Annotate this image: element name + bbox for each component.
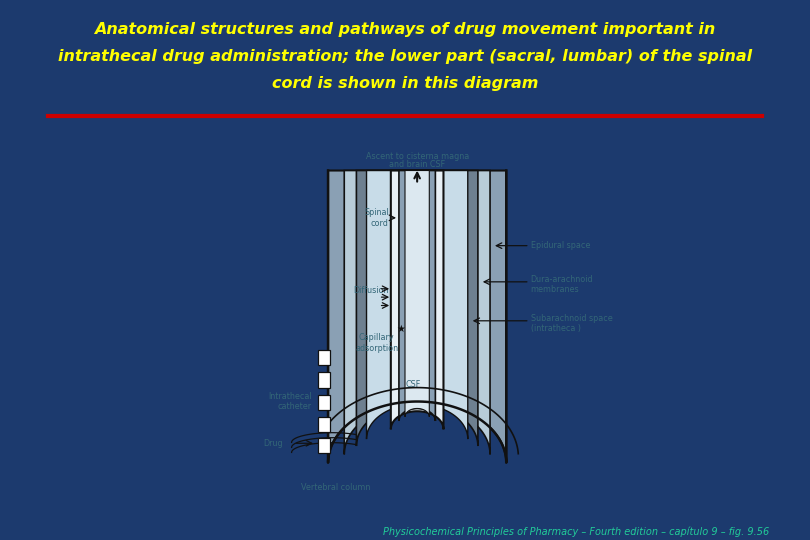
Text: Spinal
cord: Spinal cord — [364, 208, 389, 227]
Text: Capillary
adsorption: Capillary adsorption — [355, 333, 399, 353]
Text: Dura-arachnoid
membranes: Dura-arachnoid membranes — [531, 275, 593, 294]
Text: Vertebral column: Vertebral column — [301, 483, 371, 492]
Bar — [318, 417, 330, 432]
Text: Diffusion: Diffusion — [353, 286, 388, 295]
Text: and brain CSF: and brain CSF — [389, 160, 446, 169]
Text: Intrathecal
catheter: Intrathecal catheter — [268, 392, 312, 411]
Polygon shape — [344, 171, 490, 454]
Bar — [318, 372, 330, 388]
Bar — [318, 395, 330, 410]
Polygon shape — [356, 171, 478, 446]
Polygon shape — [390, 171, 444, 429]
Text: Ascent to cisterna magna: Ascent to cisterna magna — [365, 152, 469, 161]
Text: Physicochemical Principles of Pharmacy – Fourth edition – capítulo 9 – fig. 9.56: Physicochemical Principles of Pharmacy –… — [383, 527, 770, 537]
Text: ★: ★ — [397, 324, 405, 334]
Polygon shape — [405, 171, 429, 417]
Text: intrathecal drug administration; the lower part (sacral, lumbar) of the spinal: intrathecal drug administration; the low… — [58, 49, 752, 64]
Text: Anatomical structures and pathways of drug movement important in: Anatomical structures and pathways of dr… — [95, 22, 715, 37]
Text: Epidural space: Epidural space — [531, 241, 590, 250]
Bar — [318, 350, 330, 366]
Text: Subarachnoid space
(intratheca ): Subarachnoid space (intratheca ) — [531, 314, 612, 333]
Polygon shape — [366, 171, 468, 439]
Polygon shape — [328, 171, 506, 463]
Text: Drug: Drug — [263, 439, 283, 448]
Text: CSF: CSF — [406, 380, 420, 389]
Text: cord is shown in this diagram: cord is shown in this diagram — [272, 76, 538, 91]
Polygon shape — [399, 171, 436, 421]
Bar — [318, 438, 330, 453]
